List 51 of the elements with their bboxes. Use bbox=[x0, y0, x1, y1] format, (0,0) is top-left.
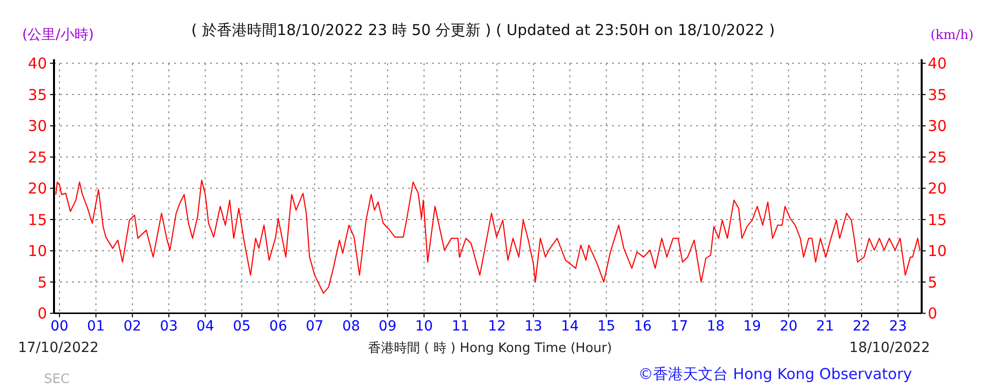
y2-tick-label: 40 bbox=[928, 54, 947, 73]
x-tick-label: 11 bbox=[452, 318, 470, 334]
x-tick-label: 07 bbox=[306, 318, 324, 334]
x-tick-label: 03 bbox=[160, 318, 178, 334]
x-tick-label: 05 bbox=[232, 318, 251, 334]
x-tick-label: 15 bbox=[597, 318, 616, 334]
y2-tick-label: 25 bbox=[928, 148, 947, 166]
x-tick-label: 12 bbox=[488, 318, 506, 334]
x-tick-label: 22 bbox=[852, 318, 870, 334]
y2-axis-title: (km/h) bbox=[930, 28, 974, 43]
x-tick-label: 10 bbox=[415, 318, 433, 334]
y-tick-label: 40 bbox=[28, 54, 47, 73]
line-series bbox=[55, 180, 920, 294]
x-tick-label: 04 bbox=[196, 318, 214, 334]
y-tick-label: 0 bbox=[37, 304, 47, 323]
y2-tick-label: 15 bbox=[928, 210, 947, 229]
x-tick-label: 06 bbox=[269, 318, 288, 334]
x-tick-label: 16 bbox=[634, 318, 652, 334]
y2-tick-label: 5 bbox=[928, 273, 938, 292]
y-tick-label: 35 bbox=[28, 86, 47, 104]
y2-tick-label: 0 bbox=[928, 304, 938, 323]
x-tick-label: 08 bbox=[342, 318, 360, 334]
x-axis-title: 香港時間 ( 時 ) Hong Kong Time (Hour) bbox=[368, 341, 612, 356]
x-tick-label: 14 bbox=[560, 318, 579, 334]
text: 17/10/2022 bbox=[18, 340, 99, 356]
y-tick-label: 30 bbox=[28, 117, 47, 136]
y2-tick-label: 10 bbox=[928, 242, 947, 260]
y2-tick-label: 30 bbox=[928, 117, 947, 136]
y-tick-label: 5 bbox=[37, 273, 47, 292]
y-axis-title: (公里/小時) bbox=[22, 27, 94, 43]
text: 18/10/2022 bbox=[849, 340, 930, 356]
x-tick-label: 19 bbox=[743, 318, 762, 334]
x-tick-label: 17 bbox=[670, 318, 688, 334]
x-tick-label: 23 bbox=[889, 318, 907, 334]
y-tick-label: 15 bbox=[28, 210, 47, 229]
text: ©香港天文台 Hong Kong Observatory bbox=[638, 365, 912, 383]
x-tick-label: 20 bbox=[780, 318, 798, 334]
x-tick-label: 18 bbox=[706, 318, 725, 334]
x-tick-label: 13 bbox=[524, 318, 542, 334]
y-tick-label: 20 bbox=[28, 180, 47, 198]
text: SEC bbox=[44, 372, 70, 387]
y2-tick-label: 20 bbox=[928, 180, 947, 198]
y-tick-label: 10 bbox=[28, 242, 47, 260]
x-tick-label: 09 bbox=[378, 318, 397, 334]
x-tick-label: 21 bbox=[816, 318, 834, 334]
x-tick-label: 00 bbox=[50, 318, 68, 334]
x-tick-label: 01 bbox=[87, 318, 105, 334]
y-tick-label: 25 bbox=[28, 148, 47, 166]
y2-tick-label: 35 bbox=[928, 86, 947, 104]
x-tick-label: 02 bbox=[123, 318, 142, 334]
chart-title: ( 於香港時間18/10/2022 23 時 50 分更新 ) ( Updated at 23:50H on 18/10/2022 ) bbox=[191, 21, 775, 39]
